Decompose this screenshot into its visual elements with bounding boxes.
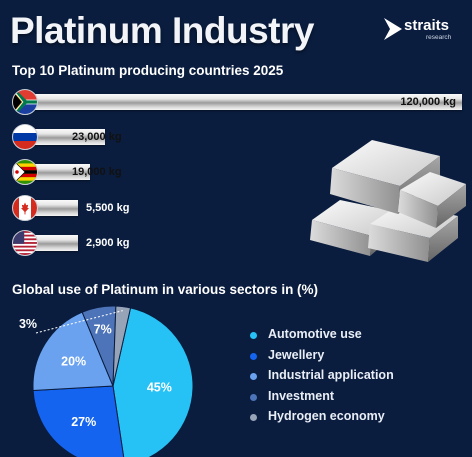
legend-dot xyxy=(250,332,257,339)
bar-chart-title: Top 10 Platinum producing countries 2025 xyxy=(12,63,284,78)
legend-dot xyxy=(250,352,257,360)
pie-slice xyxy=(32,385,125,457)
logo-sub: research xyxy=(426,34,452,41)
canada-flag-icon xyxy=(12,195,38,221)
slice-label: 20% xyxy=(61,354,86,368)
bar-row: 5,500 kg xyxy=(12,195,467,221)
usa-flag-icon xyxy=(12,230,38,256)
south-africa-flag-icon xyxy=(12,89,38,115)
legend-dot xyxy=(250,373,257,380)
bar-row: 23,000 kg xyxy=(12,124,467,150)
page-title: Platinum Industry xyxy=(10,10,314,51)
slice-label: 3% xyxy=(19,317,37,331)
bar-row: 120,000 kg xyxy=(12,89,467,115)
zimbabwe-flag-icon xyxy=(12,159,38,185)
bar-value: 19,000 kg xyxy=(72,166,122,178)
logo-name: straits xyxy=(404,17,450,34)
bar-row: 19,000 kg xyxy=(12,159,467,185)
straits-logo-icon xyxy=(384,18,402,40)
pie-chart: 45% 27% 20% 7% 3% xyxy=(19,305,194,457)
legend-label: Jewellery xyxy=(268,347,325,362)
pie-slice xyxy=(32,311,114,392)
bar-value: 23,000 kg xyxy=(72,131,122,143)
leader-line xyxy=(35,310,123,334)
legend-dot xyxy=(250,414,257,421)
bar-value: 2,900 kg xyxy=(86,237,130,249)
slice-label: 27% xyxy=(71,415,96,429)
slice-label: 7% xyxy=(94,322,112,336)
legend-dot xyxy=(250,393,257,401)
legend-label: Automotive use xyxy=(268,327,362,341)
bar-value: 5,500 kg xyxy=(86,202,130,214)
bar xyxy=(20,129,105,145)
legend-label: Investment xyxy=(268,388,334,403)
bar xyxy=(20,94,462,110)
slice-label: 45% xyxy=(147,381,172,395)
straits-logo: straits research xyxy=(384,16,464,46)
platinum-bars-icon xyxy=(310,140,466,262)
legend-label: Industrial application xyxy=(268,368,394,382)
bar-value: 120,000 kg xyxy=(400,96,456,108)
russia-flag-icon xyxy=(12,124,38,150)
bar-row: 2,900 kg xyxy=(12,230,467,256)
legend-label: Hydrogen economy xyxy=(268,409,385,423)
pie-slice xyxy=(112,305,132,387)
pie-chart-title: Global use of Platinum in various sector… xyxy=(12,282,319,297)
